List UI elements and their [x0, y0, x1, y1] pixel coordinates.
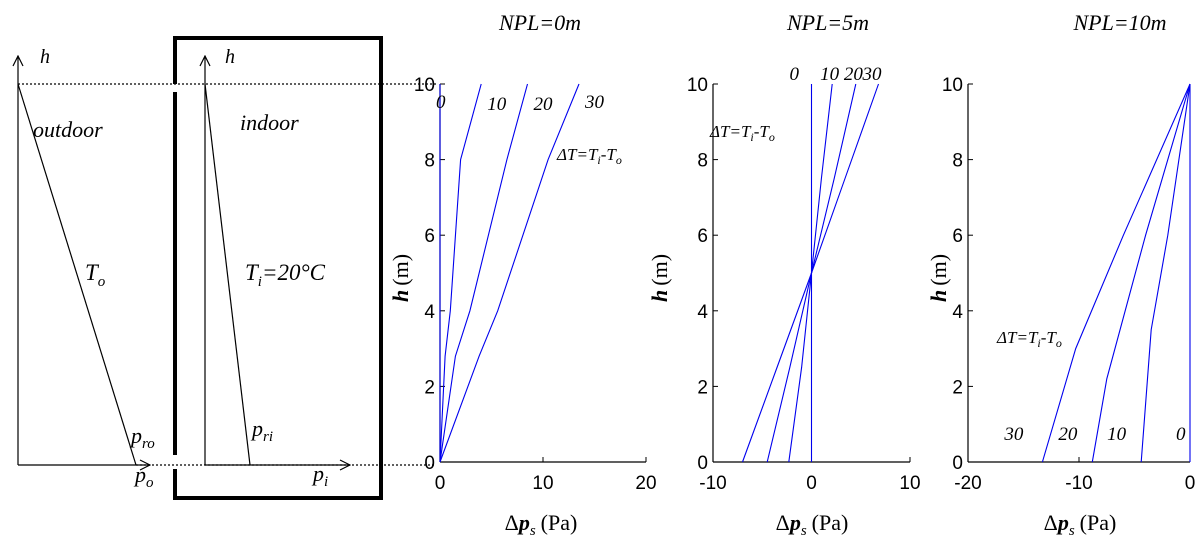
p-o-label: po — [133, 462, 154, 491]
y-axis-label: h(m) — [926, 254, 951, 302]
delta-t-annotation: ΔT=Ti-To — [709, 122, 775, 144]
series-line-20 — [1091, 83, 1191, 463]
series-label-30: 30 — [584, 92, 605, 113]
series-label-0: 0 — [1176, 424, 1186, 445]
series-label-30: 30 — [861, 64, 882, 85]
indoor-temp-label: Ti=20°C — [245, 260, 326, 290]
outdoor-label: outdoor — [33, 117, 103, 142]
x-axis-label: Δps (Pa) — [1044, 510, 1117, 539]
indoor-h-label: h — [225, 46, 235, 68]
x-tick-label: 0 — [435, 473, 446, 494]
x-tick-label: -10 — [1065, 473, 1092, 494]
x-tick-label: -20 — [954, 473, 981, 494]
x-tick-label: -10 — [699, 473, 726, 494]
indoor-pressure-line — [204, 83, 251, 466]
series-line-10 — [439, 83, 482, 463]
p-ro-label: pro — [129, 423, 155, 452]
series-label-0: 0 — [790, 64, 800, 85]
x-tick-label: 0 — [806, 473, 817, 494]
p-ri-label: pri — [250, 416, 273, 445]
series-label-10: 10 — [820, 64, 840, 85]
y-tick-label: 0 — [424, 453, 435, 474]
x-axis-label: Δps (Pa) — [776, 510, 849, 539]
series-label-0: 0 — [436, 92, 446, 113]
y-tick-label: 4 — [697, 302, 708, 323]
series-line-30 — [741, 83, 880, 463]
x-tick-label: 10 — [899, 473, 920, 494]
series-line-10 — [788, 83, 833, 463]
series-line-30 — [1041, 83, 1191, 463]
series-line-30 — [439, 83, 580, 463]
y-tick-label: 2 — [697, 377, 708, 398]
chart-title: NPL=10m — [1072, 10, 1166, 35]
series-line-20 — [439, 83, 529, 463]
series-line-10 — [1140, 83, 1191, 463]
y-tick-label: 8 — [952, 151, 963, 172]
x-tick-label: 0 — [1185, 473, 1196, 494]
series-label-10: 10 — [1107, 424, 1127, 445]
series-label-20: 20 — [844, 64, 864, 85]
x-axis-label: Δps (Pa) — [505, 510, 578, 539]
outdoor-pressure-line — [17, 83, 137, 466]
y-tick-label: 10 — [942, 75, 963, 96]
y-tick-label: 8 — [424, 151, 435, 172]
y-tick-label: 10 — [687, 75, 708, 96]
y-tick-label: 2 — [952, 377, 963, 398]
building-wall-left-upper — [173, 36, 383, 500]
y-axis-label: h(m) — [647, 254, 672, 302]
chart-npl-10m: NPL=10m 0 2 4 6 8 10 -20 -10 0 h(m) Δps (Pa) 0 10 20 30 Δ… — [926, 10, 1195, 539]
y-tick-label: 2 — [424, 377, 435, 398]
delta-t-annotation: ΔT=Ti-To — [556, 145, 622, 167]
p-i-label: pi — [311, 461, 328, 490]
x-tick-label: 20 — [635, 473, 656, 494]
y-axis-label: h(m) — [388, 254, 413, 302]
y-tick-label: 4 — [952, 302, 963, 323]
y-tick-label: 4 — [424, 302, 435, 323]
chart-title: NPL=0m — [498, 10, 581, 35]
outdoor-h-label: h — [40, 46, 50, 68]
x-tick-label: 10 — [532, 473, 553, 494]
y-tick-label: 0 — [697, 453, 708, 474]
series-label-10: 10 — [487, 94, 507, 115]
y-tick-label: 6 — [697, 226, 708, 247]
series-label-20: 20 — [1058, 424, 1078, 445]
y-tick-label: 0 — [952, 453, 963, 474]
indoor-label: indoor — [240, 110, 299, 135]
series-label-30: 30 — [1003, 424, 1024, 445]
y-tick-label: 10 — [414, 75, 435, 96]
schematic: h h outdoor indoor To Ti=20°C pro po pri… — [17, 36, 436, 500]
outdoor-temp-label: To — [85, 260, 106, 290]
delta-t-annotation: ΔT=Ti-To — [996, 328, 1062, 350]
y-tick-label: 6 — [952, 226, 963, 247]
series-label-20: 20 — [534, 94, 554, 115]
chart-title: NPL=5m — [786, 10, 869, 35]
y-tick-label: 8 — [697, 151, 708, 172]
y-tick-label: 6 — [424, 226, 435, 247]
